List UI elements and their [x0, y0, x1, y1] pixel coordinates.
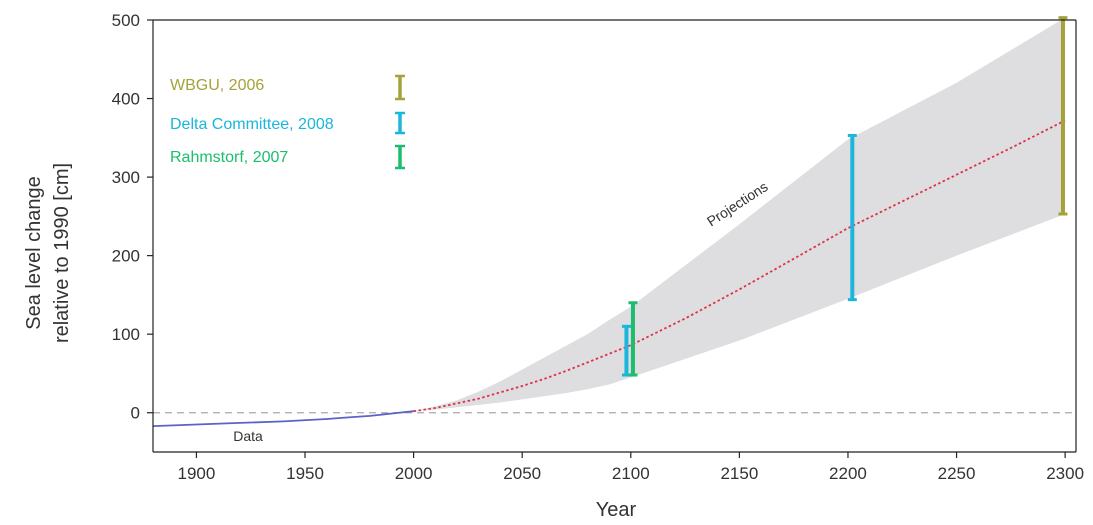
- x-axis-title: Year: [596, 499, 637, 521]
- y-tick-label-200: 200: [112, 247, 140, 266]
- y-tick-label-0: 0: [131, 404, 140, 423]
- y-tick-label-100: 100: [112, 325, 140, 344]
- legend-marker-2: [395, 144, 405, 170]
- error-bar-3: [1058, 16, 1068, 216]
- legend-label-rahmstorf: Rahmstorf, 2007: [170, 149, 288, 166]
- y-tick-label-400: 400: [112, 90, 140, 109]
- x-tick-label-2150: 2150: [720, 464, 758, 483]
- x-tick-label-2100: 2100: [612, 464, 650, 483]
- error-bar-2: [847, 133, 857, 302]
- error-bar-1: [628, 301, 638, 377]
- legend-label-delta-committee: Delta Committee, 2008: [170, 116, 334, 133]
- annotation-data: Data: [233, 428, 263, 444]
- x-tick-label-2300: 2300: [1046, 464, 1084, 483]
- y-tick-label-300: 300: [112, 168, 140, 187]
- x-tick-label-1900: 1900: [178, 464, 216, 483]
- legend-marker-0: [395, 74, 405, 101]
- legend-marker-1: [395, 111, 405, 135]
- x-tick-label-2050: 2050: [503, 464, 541, 483]
- y-axis-title-line-1: Sea level change: [23, 176, 45, 329]
- series-line-projections: [413, 119, 1066, 413]
- legend-label-wbgu: WBGU, 2006: [170, 77, 264, 94]
- x-tick-label-1950: 1950: [286, 464, 324, 483]
- projection-uncertainty-band: [413, 17, 1066, 412]
- y-axis-title-line-2: relative to 1990 [cm]: [51, 163, 73, 343]
- x-tick-label-2000: 2000: [395, 464, 433, 483]
- series-line-data: [152, 410, 414, 427]
- x-tick-label-2200: 2200: [829, 464, 867, 483]
- x-tick-label-2250: 2250: [938, 464, 976, 483]
- legend: WBGU, 2006 Delta Committee, 2008 Rahmsto…: [170, 74, 405, 170]
- plot-area: 1900 1950 2000 2050 2100 2150 2200 2250 2300 0 100…: [112, 11, 1084, 483]
- y-tick-label-500: 500: [112, 11, 140, 30]
